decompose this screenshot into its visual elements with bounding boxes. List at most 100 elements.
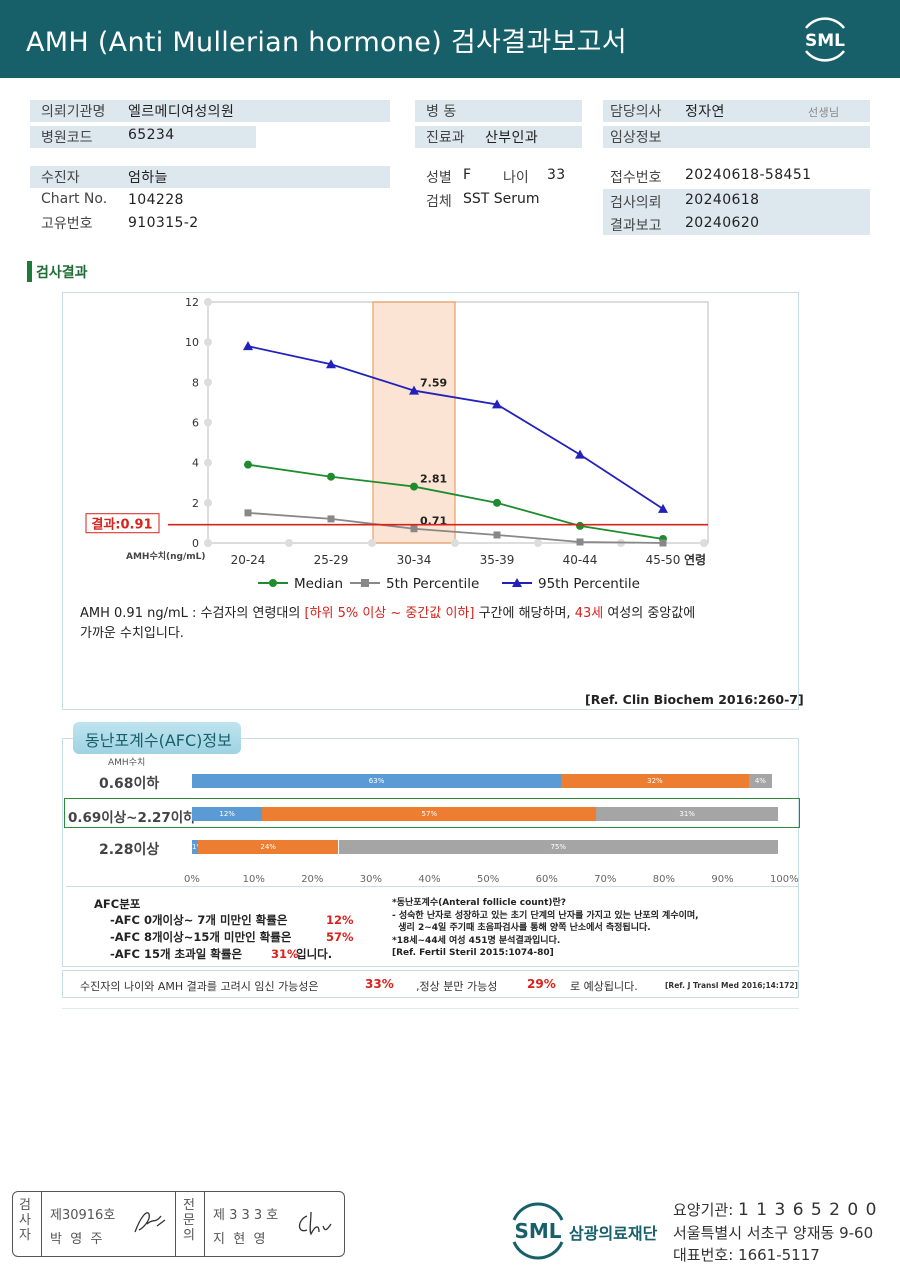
afc-dist-percent: 31% bbox=[271, 947, 299, 961]
x-tick-label: 35-39 bbox=[480, 553, 515, 567]
tester-name: 박 영 주 bbox=[50, 1232, 103, 1247]
hospital-code-label: 병원코드 bbox=[41, 130, 93, 146]
afc-bar-segment: 57% bbox=[262, 807, 597, 821]
p5-point bbox=[410, 525, 418, 533]
reception-label: 접수번호 bbox=[610, 170, 662, 186]
section-marker bbox=[27, 261, 32, 282]
specialist-signature-icon bbox=[298, 1211, 332, 1236]
p95-point bbox=[575, 449, 585, 459]
y-tick-label: 8 bbox=[192, 376, 199, 389]
amh-description: AMH 0.91 ng/mL : 수검자의 연령대의 [하위 5% 이상 ~ 중… bbox=[80, 604, 795, 644]
report-label: 결과보고 bbox=[610, 218, 662, 234]
p95-point bbox=[326, 359, 336, 369]
age-label: 나이 bbox=[503, 170, 529, 186]
afc-bar-segment: 12% bbox=[192, 807, 263, 821]
p5-point bbox=[576, 538, 584, 546]
afc-bar-segment: 75% bbox=[338, 840, 778, 854]
age-value: 33 bbox=[547, 167, 566, 183]
y-tick-dot bbox=[204, 418, 212, 427]
info-band bbox=[30, 166, 390, 188]
y-tick-dot bbox=[204, 338, 212, 347]
p5-point bbox=[327, 515, 335, 523]
dept-label: 진료과 bbox=[426, 130, 465, 146]
sml-logo-text: SML bbox=[805, 31, 845, 51]
afc-note-line: *동난포계수(Anteral follicle count)란? bbox=[392, 898, 566, 908]
report-value: 20240620 bbox=[685, 215, 760, 231]
y-tick-dot bbox=[204, 458, 212, 467]
yoyang-value: 1 1 3 6 5 2 0 0 bbox=[738, 1200, 878, 1220]
legend-label: 95th Percentile bbox=[538, 576, 640, 592]
x-tick-label: 40-44 bbox=[563, 553, 598, 567]
afc-dist-line: -AFC 8개이상~15개 미만인 확률은 bbox=[110, 930, 292, 944]
specialist-vertical-text: 전문의 bbox=[183, 1198, 195, 1243]
p5-point bbox=[244, 509, 252, 517]
divider bbox=[175, 1192, 176, 1256]
y-tick-dot bbox=[204, 539, 212, 547]
tester-vertical-label: 검사자 bbox=[18, 1198, 34, 1243]
section-title: 검사결과 bbox=[36, 265, 88, 281]
y-tick-dot bbox=[204, 298, 212, 306]
info-band bbox=[603, 126, 870, 148]
afc-bar-segment: 32% bbox=[561, 774, 749, 788]
amh-reference: [Ref. Clin Biochem 2016:260-7] bbox=[585, 692, 804, 707]
y-tick-label: 2 bbox=[192, 497, 199, 510]
institution-value: 엘르메디여성의원 bbox=[128, 104, 235, 120]
afc-row-label: 0.69이상~2.27이하 bbox=[68, 810, 196, 826]
delivery-percent: 29% bbox=[527, 977, 556, 991]
y-tick-dot bbox=[204, 378, 212, 387]
legend-marker bbox=[512, 578, 522, 587]
data-label: 0.71 bbox=[420, 515, 447, 528]
x-tick-dot bbox=[700, 539, 708, 547]
phone-label: 대표번호 bbox=[673, 1246, 729, 1264]
info-band bbox=[603, 100, 870, 122]
afc-x-tick: 10% bbox=[242, 874, 265, 885]
data-label: 2.81 bbox=[420, 473, 447, 486]
series-line-circle bbox=[247, 463, 664, 540]
p95-point bbox=[658, 503, 668, 513]
x-tick-dot bbox=[451, 539, 459, 547]
afc-x-tick: 30% bbox=[359, 874, 383, 885]
delivery-text: ,정상 분만 가능성 bbox=[416, 980, 498, 993]
afc-x-tick: 100% bbox=[770, 874, 799, 885]
afc-x-tick: 40% bbox=[418, 874, 441, 885]
id-label: 고유번호 bbox=[41, 216, 93, 232]
id-value: 910315-2 bbox=[128, 215, 199, 231]
pregnancy-reference: [Ref. J Transl Med 2016;14:172] bbox=[665, 981, 798, 990]
tester-signature-icon bbox=[134, 1212, 166, 1233]
x-tick-label: 45-50 bbox=[646, 553, 681, 567]
afc-bar-segment: 1% bbox=[192, 840, 203, 854]
afc-dist-line: -AFC 0개이상~ 7개 미만인 확률은 bbox=[110, 913, 288, 927]
y-tick-label: 10 bbox=[185, 336, 199, 349]
info-band bbox=[603, 189, 870, 235]
x-tick-label: 30-34 bbox=[397, 553, 432, 567]
legend-marker bbox=[269, 579, 277, 587]
dept-value: 산부인과 bbox=[485, 130, 539, 146]
divider bbox=[62, 1008, 799, 1009]
afc-bar-segment: 4% bbox=[748, 774, 773, 788]
x-tick-dot bbox=[534, 539, 542, 547]
afc-note-line: - 성숙한 난자로 성장하고 있는 초기 단계의 난자를 가지고 있는 난포의 … bbox=[392, 910, 699, 921]
median-point bbox=[493, 498, 501, 507]
sml-footer-logo-text: SML bbox=[514, 1219, 561, 1243]
pregnancy-percent: 33% bbox=[365, 977, 394, 991]
pregnancy-text: 수진자의 나이와 AMH 결과를 고려시 임신 가능성은 bbox=[80, 980, 319, 993]
afc-row-label: 2.28이상 bbox=[99, 842, 160, 858]
afc-dist-percent: 12% bbox=[326, 913, 354, 927]
info-band bbox=[415, 126, 582, 148]
specialist-vertical-label: 전문의 bbox=[182, 1198, 198, 1243]
doctor-suffix: 선생님 bbox=[808, 106, 840, 119]
ward-label: 병 동 bbox=[426, 104, 457, 120]
org-address: 서울특별시 서초구 양재동 9-60 bbox=[673, 1224, 874, 1242]
specialist-license: 제 3 3 3 호 bbox=[213, 1208, 279, 1223]
x-tick-dot bbox=[285, 539, 293, 547]
afc-dist-line: -AFC 15개 초과일 확률은 bbox=[110, 947, 243, 961]
afc-x-tick: 90% bbox=[711, 874, 734, 885]
afc-x-tick: 50% bbox=[477, 874, 500, 885]
patient-value: 엄하늘 bbox=[128, 170, 168, 186]
afc-bar-segment: 31% bbox=[596, 807, 778, 821]
phone-row: 대표번호: 1661-5117 bbox=[673, 1246, 820, 1264]
chart-value: 104228 bbox=[128, 192, 184, 208]
result-label-box bbox=[85, 513, 160, 534]
info-band bbox=[30, 100, 390, 122]
afc-bar-segment: 24% bbox=[197, 840, 339, 854]
